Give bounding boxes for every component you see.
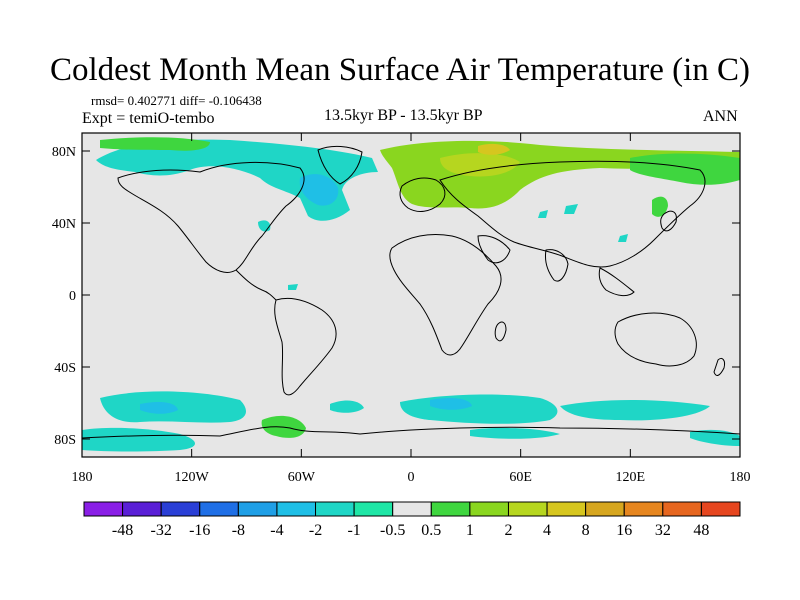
colorbar-box [122, 501, 162, 517]
colorbar-box [276, 501, 317, 517]
colorbar-label: 8 [582, 522, 590, 539]
x-tick-label: 60W [288, 470, 316, 485]
colorbar-label: -4 [270, 522, 283, 539]
anomaly-region [140, 402, 178, 414]
colorbar-label: -32 [151, 522, 172, 539]
plot-title: Coldest Month Mean Surface Air Temperatu… [50, 52, 750, 88]
x-tick-label: 0 [408, 470, 415, 485]
anomaly-region [100, 137, 210, 151]
anomaly-region [560, 400, 710, 421]
coastline-madagascar [494, 321, 507, 342]
colorbar-labels: -48 -32 -16 -8 -4 -2 -1 -0.5 0.5 1 2 4 8 16 32 48 [112, 522, 709, 539]
anomaly-region [478, 143, 510, 155]
colorbar-label: 2 [504, 522, 512, 539]
colorbar-label: -8 [232, 522, 245, 539]
period-label: 13.5kyr BP - 13.5kyr BP [324, 107, 483, 124]
colorbar-box [585, 501, 625, 517]
coastline-japan [660, 210, 677, 232]
colorbar-box [662, 501, 702, 517]
y-tick-label: 40S [54, 361, 76, 376]
colorbar-box [83, 501, 124, 517]
anomaly-region [299, 174, 339, 206]
anomaly-region [288, 284, 298, 290]
anomaly-region [618, 234, 628, 242]
colorbar-box [353, 501, 394, 517]
colorbar-label: 48 [693, 522, 709, 539]
colorbar-box [199, 501, 239, 517]
x-tick-label: 180 [72, 470, 93, 485]
colorbar-label: -0.5 [380, 522, 405, 539]
coastline-south-america [274, 297, 337, 396]
stats-text: rmsd= 0.402771 diff= -0.106438 [91, 93, 262, 108]
anomaly-region [330, 400, 364, 413]
colorbar-label: 32 [655, 522, 671, 539]
coastline-north-america [117, 161, 305, 273]
coastlines [81, 145, 741, 439]
coastline-southeast-asia [598, 267, 635, 297]
colorbar-label: 4 [543, 522, 551, 539]
colorbar-box [507, 501, 548, 517]
colorbar-label: -1 [347, 522, 360, 539]
colorbar-box [392, 501, 432, 517]
y-tick-label: 40N [52, 217, 76, 232]
anomaly-region [564, 204, 578, 214]
colorbar: -48 -32 -16 -8 -4 -2 -1 -0.5 0.5 1 2 4 8 16 32 48 [83, 501, 741, 539]
colorbar-box [237, 501, 278, 517]
x-tick-label: 120E [616, 470, 646, 485]
colorbar-label: 0.5 [421, 522, 441, 539]
coastline-antarctica [81, 426, 741, 439]
colorbar-box [469, 501, 509, 517]
coastline-africa [389, 234, 502, 356]
anomaly-region [690, 429, 740, 446]
colorbar-label: -16 [189, 522, 210, 539]
experiment-label: Expt = temiO-tembo [82, 110, 215, 127]
anomaly-region [630, 153, 740, 185]
colorbar-box [160, 501, 201, 517]
y-tick-label: 80S [54, 433, 76, 448]
colorbar-boxes [83, 501, 741, 517]
anomaly-region [96, 139, 378, 221]
coastline-arabia [477, 235, 511, 264]
colorbar-box [315, 501, 355, 517]
colorbar-box [700, 501, 741, 517]
coastline-india [545, 249, 569, 282]
anomaly-region [652, 196, 668, 217]
coastline-greenland [317, 145, 363, 185]
anomaly-region [430, 398, 472, 410]
colorbar-label: 16 [616, 522, 632, 539]
coastline-australia [614, 312, 697, 367]
colorbar-label: -2 [309, 522, 322, 539]
coastline-asia [439, 160, 706, 268]
coastline-europe [399, 177, 446, 212]
anomaly-region [538, 210, 548, 218]
x-tick-label: 120W [175, 470, 210, 485]
coastline-central-america [235, 269, 277, 301]
colorbar-label: 1 [466, 522, 474, 539]
x-tick-label: 60E [509, 470, 532, 485]
colorbar-label: -48 [112, 522, 133, 539]
coastline-new-zealand [713, 357, 725, 376]
anomaly-region [440, 153, 520, 177]
x-tick-label: 180 [730, 470, 751, 485]
colorbar-box [546, 501, 587, 517]
anomaly-region [82, 427, 195, 452]
map-ticks: 180 120W 60W 0 60E 120E 180 80N 40N 0 40S 80S [52, 133, 751, 485]
y-tick-label: 80N [52, 145, 76, 160]
colorbar-box [430, 501, 471, 517]
colorbar-box [623, 501, 664, 517]
map-panel: 180 120W 60W 0 60E 120E 180 80N 40N 0 40S 80S [52, 132, 751, 485]
anomaly-region [470, 427, 560, 439]
anomaly-fields [82, 137, 740, 452]
y-tick-label: 0 [69, 289, 76, 304]
season-label: ANN [703, 108, 738, 125]
